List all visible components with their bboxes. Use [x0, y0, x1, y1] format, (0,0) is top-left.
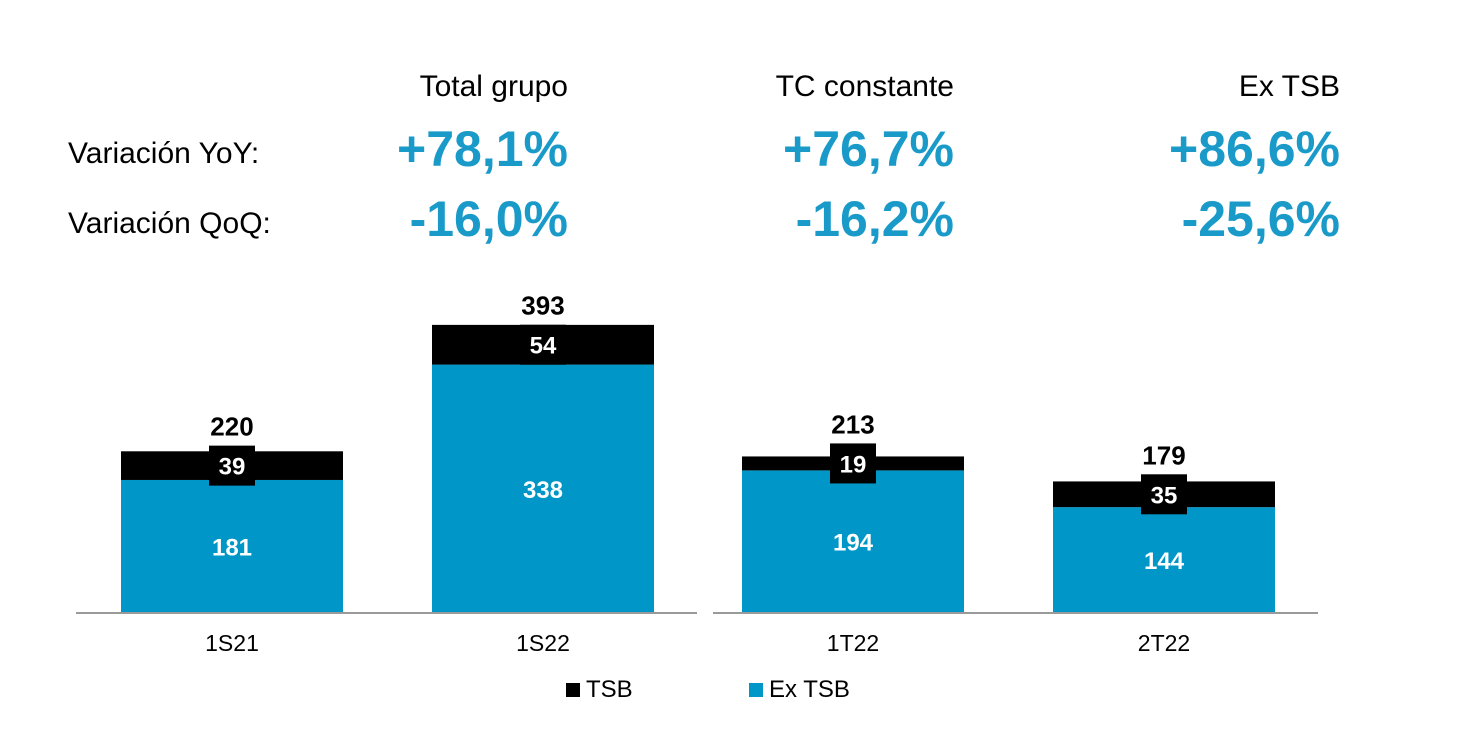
x-tick-label-1S22: 1S22 [516, 630, 570, 656]
bar-ex-tsb-1S22 [432, 364, 654, 613]
bar-ex-tsb-1S21 [121, 479, 343, 613]
x-tick-label-1S21: 1S21 [205, 630, 259, 656]
data-label-box-tsb-1S21 [209, 445, 255, 486]
x-tick-label-1T22: 1T22 [827, 630, 879, 656]
data-label-tsb-1S22: 54 [530, 333, 557, 360]
x-tick-label-2T22: 2T22 [1138, 630, 1190, 656]
data-label-tsb-2T22: 35 [1151, 482, 1178, 509]
column-header-tc-constante: TC constante [775, 70, 954, 103]
bar-ex-tsb-2T22 [1053, 507, 1275, 613]
data-label-ex-tsb-1T22: 194 [833, 530, 874, 557]
qoq-ex-tsb-value: -25,6% [1181, 191, 1340, 247]
row-label-yoy: Variación YoY: [68, 137, 260, 170]
legend-swatch-tsb [566, 683, 580, 697]
total-label-1S21: 220 [210, 412, 253, 442]
qoq-total-grupo-value: -16,0% [409, 191, 568, 247]
data-label-ex-tsb-2T22: 144 [1144, 548, 1185, 575]
data-label-tsb-1S21: 39 [219, 454, 246, 481]
total-label-2T22: 179 [1142, 440, 1185, 470]
total-label-1S22: 393 [521, 291, 564, 321]
column-header-ex-tsb: Ex TSB [1238, 70, 1340, 103]
data-label-tsb-1T22: 19 [840, 451, 867, 478]
total-label-1T22: 213 [831, 409, 874, 439]
yoy-tc-constante-value: +76,7% [783, 121, 954, 177]
data-label-box-tsb-2T22 [1141, 474, 1187, 515]
yoy-total-grupo-value: +78,1% [397, 121, 568, 177]
qoq-tc-constante-value: -16,2% [795, 191, 954, 247]
data-label-ex-tsb-1S22: 338 [523, 477, 563, 504]
legend-label-tsb: TSB [586, 676, 633, 703]
legend-item-tsb: TSB [566, 676, 633, 704]
column-header-total-grupo: Total grupo [419, 70, 568, 103]
bar-ex-tsb-1T22 [742, 470, 964, 613]
row-label-qoq: Variación QoQ: [68, 207, 271, 240]
legend-label-ex-tsb: Ex TSB [769, 676, 850, 703]
yoy-ex-tsb-value: +86,6% [1169, 121, 1340, 177]
legend-swatch-ex-tsb [749, 683, 763, 697]
data-label-box-tsb-1S22 [520, 324, 566, 365]
legend-item-ex-tsb: Ex TSB [749, 676, 850, 704]
data-label-ex-tsb-1S21: 181 [212, 534, 252, 561]
data-label-box-tsb-1T22 [830, 443, 876, 484]
